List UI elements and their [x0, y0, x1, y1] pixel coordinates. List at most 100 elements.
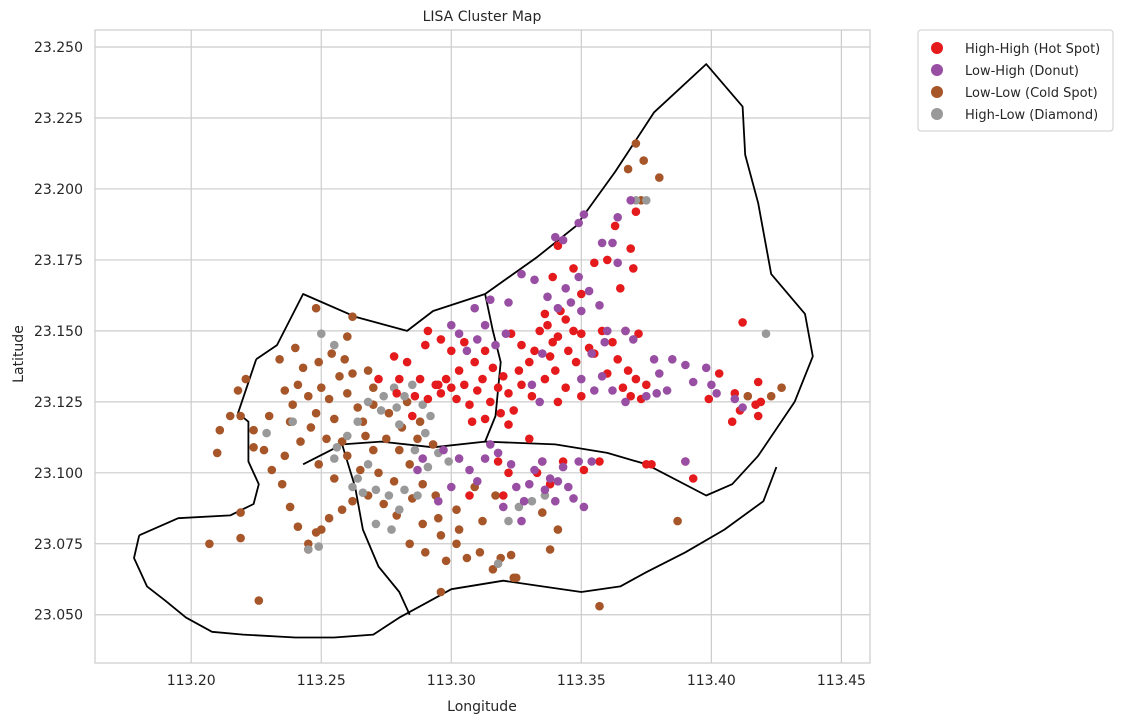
- cluster-point: [317, 329, 326, 339]
- cluster-point: [447, 482, 456, 492]
- cluster-point: [348, 369, 357, 378]
- cluster-point: [574, 457, 583, 466]
- cluster-point: [275, 355, 284, 364]
- cluster-point: [621, 397, 630, 407]
- cluster-point: [418, 479, 428, 489]
- cluster-point: [545, 352, 555, 361]
- cluster-point: [701, 363, 711, 373]
- cluster-point: [317, 383, 326, 393]
- cluster-point: [652, 389, 661, 398]
- cluster-point: [538, 457, 547, 466]
- cluster-point: [400, 391, 409, 401]
- cluster-point: [426, 411, 435, 421]
- cluster-point: [436, 389, 446, 398]
- cluster-point: [623, 366, 633, 375]
- cluster-point: [415, 417, 425, 427]
- cluster-point: [392, 403, 402, 412]
- cluster-point: [613, 355, 622, 364]
- cluster-point: [348, 496, 357, 506]
- cluster-point: [486, 295, 495, 305]
- cluster-point: [499, 502, 508, 512]
- cluster-point: [761, 329, 771, 339]
- cluster-point: [330, 454, 339, 463]
- cluster-point: [668, 355, 677, 364]
- cluster-point: [629, 264, 638, 273]
- cluster-point: [673, 516, 682, 526]
- cluster-point: [298, 363, 308, 373]
- cluster-point: [447, 383, 456, 393]
- y-tick-label: 23.200: [34, 182, 83, 198]
- cluster-point: [332, 443, 342, 452]
- cluster-point: [480, 320, 490, 330]
- cluster-point: [558, 462, 568, 472]
- cluster-point: [530, 465, 539, 475]
- cluster-point: [374, 374, 383, 384]
- cluster-point: [317, 525, 326, 534]
- cluster-point: [475, 548, 485, 557]
- cluster-point: [655, 173, 664, 182]
- cluster-point: [428, 440, 438, 449]
- cluster-point: [571, 357, 581, 367]
- cluster-point: [465, 491, 474, 500]
- cluster-point: [486, 440, 495, 449]
- cluster-point: [337, 437, 347, 446]
- cluster-point: [405, 539, 415, 549]
- cluster-point: [527, 391, 537, 401]
- cluster-point: [766, 391, 776, 401]
- cluster-point: [423, 462, 433, 472]
- cluster-point: [434, 496, 443, 506]
- cluster-point: [467, 417, 477, 427]
- cluster-point: [392, 389, 402, 398]
- cluster-point: [527, 380, 537, 390]
- boundary-line: [341, 444, 411, 616]
- cluster-point: [504, 468, 513, 478]
- cluster-point: [395, 505, 404, 514]
- cluster-point: [738, 403, 747, 412]
- cluster-point: [504, 298, 513, 307]
- cluster-point: [558, 235, 568, 245]
- cluster-point: [538, 508, 547, 517]
- x-tick-label: 113.45: [817, 673, 866, 689]
- cluster-point: [525, 357, 534, 367]
- cluster-point: [293, 522, 303, 531]
- y-tick-label: 23.175: [34, 253, 83, 269]
- cluster-point: [561, 284, 570, 293]
- cluster-point: [564, 346, 573, 356]
- cluster-point: [324, 394, 334, 404]
- cluster-point: [631, 207, 641, 216]
- cluster-point: [509, 406, 518, 415]
- cluster-point: [631, 374, 641, 384]
- y-tick-label: 23.100: [34, 466, 83, 482]
- cluster-point: [662, 386, 672, 395]
- cluster-point: [384, 408, 394, 418]
- cluster-point: [621, 326, 630, 336]
- cluster-point: [548, 337, 557, 347]
- cluster-point: [577, 329, 586, 339]
- legend-box: [917, 29, 1114, 132]
- cluster-point: [363, 397, 373, 407]
- cluster-point: [215, 425, 225, 435]
- legend-marker: [931, 42, 943, 54]
- cluster-point: [353, 474, 363, 483]
- cluster-point: [540, 374, 550, 384]
- cluster-point: [311, 408, 321, 418]
- cluster-point: [465, 400, 474, 410]
- cluster-point: [473, 477, 482, 486]
- cluster-point: [343, 451, 352, 461]
- cluster-point: [267, 465, 277, 475]
- legend-label: Low-High (Donut): [965, 64, 1079, 79]
- x-tick-label: 113.25: [297, 673, 346, 689]
- cluster-point: [525, 479, 534, 489]
- cluster-point: [626, 391, 635, 401]
- cluster-point: [363, 460, 373, 469]
- cluster-point: [543, 292, 552, 302]
- cluster-point: [608, 337, 617, 347]
- cluster-point: [434, 513, 443, 523]
- cluster-point: [236, 508, 245, 517]
- cluster-point: [639, 156, 648, 165]
- chart-title: LISA Cluster Map: [423, 9, 542, 25]
- cluster-point: [577, 306, 586, 316]
- cluster-point: [408, 411, 417, 421]
- cluster-point: [517, 340, 526, 350]
- cluster-point: [491, 340, 500, 350]
